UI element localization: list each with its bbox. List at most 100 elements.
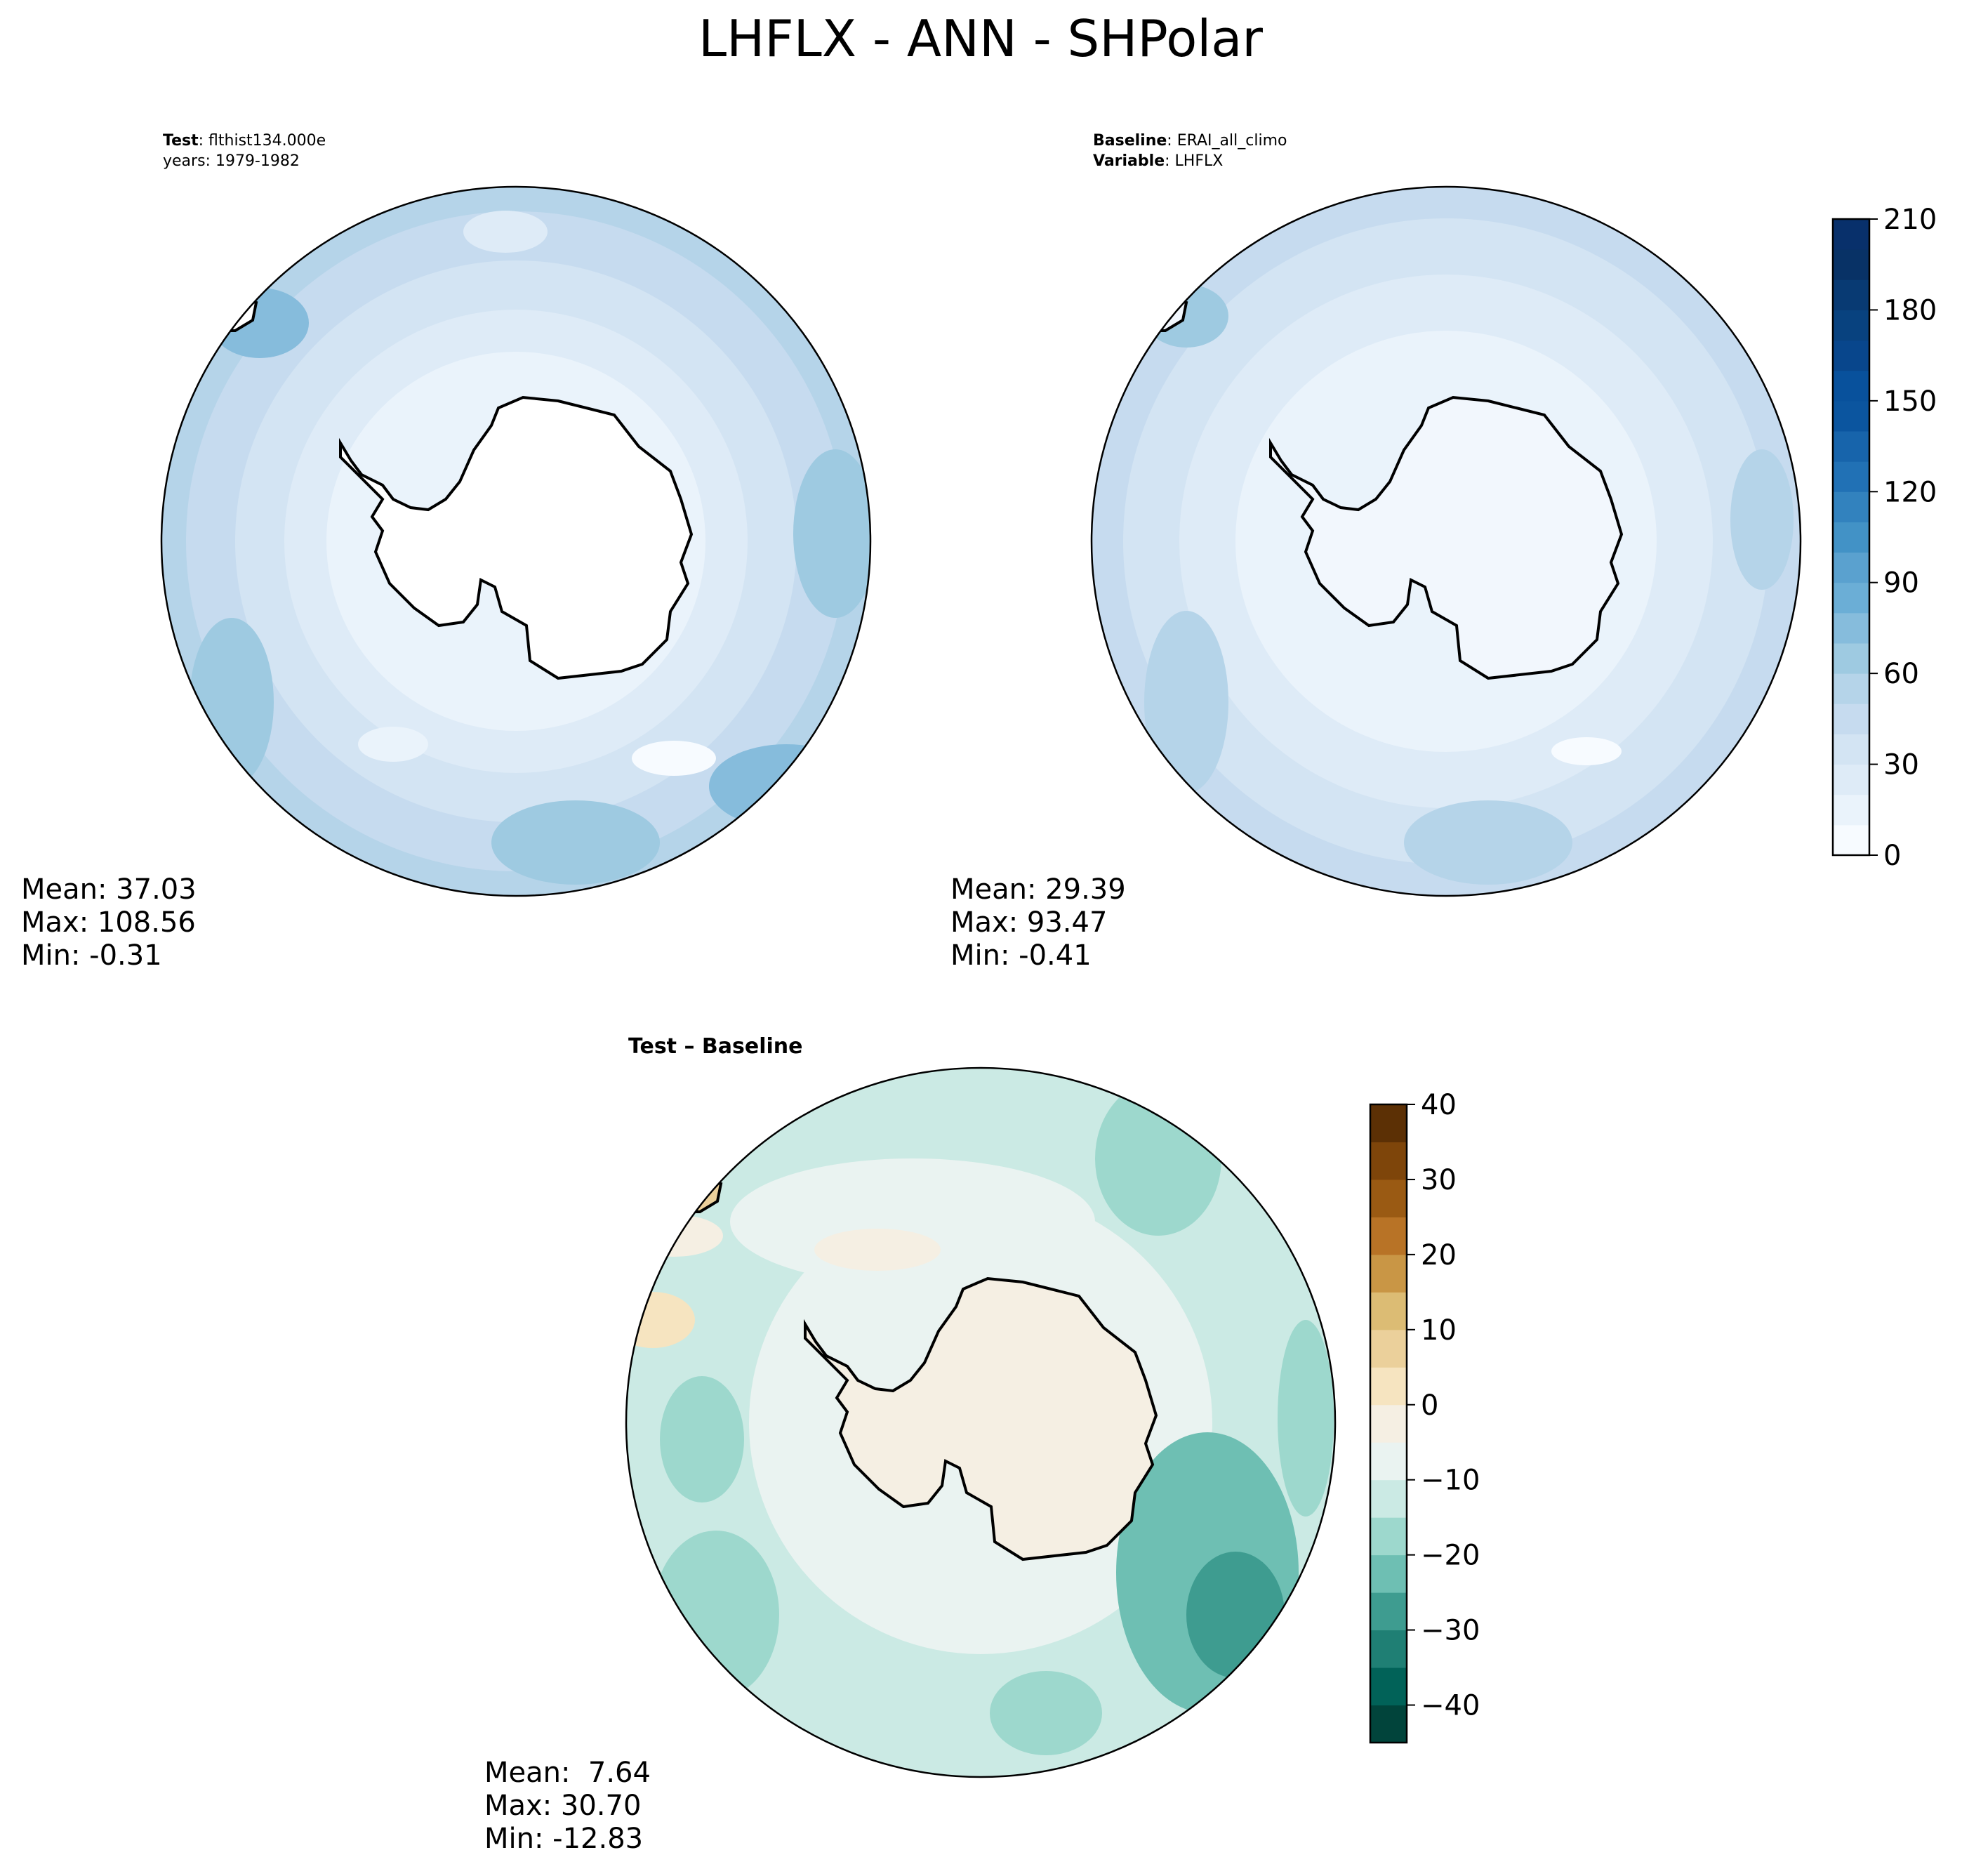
test-map-border — [160, 185, 872, 897]
colorbar-swatch — [1833, 370, 1869, 402]
baseline-min: Min: -0.41 — [950, 939, 1092, 972]
diff-max: Max: 30.70 — [484, 1790, 641, 1822]
colorbar-tick-label: 30 — [1421, 1164, 1457, 1196]
baseline-patch — [1730, 449, 1794, 590]
colorbar-swatch — [1370, 1292, 1407, 1330]
diff-patch — [814, 1229, 941, 1271]
variable-value: LHFLX — [1175, 152, 1224, 170]
colorbar-swatch — [1833, 310, 1869, 341]
diff-patch — [626, 1292, 695, 1348]
colorbar-swatch — [1833, 340, 1869, 371]
diff-map-border — [625, 1066, 1337, 1778]
baseline-map-border — [1090, 185, 1802, 897]
colorbar-swatch — [1370, 1517, 1407, 1556]
figure-title: LHFLX - ANN - SHPolar — [698, 9, 1263, 68]
colorbar-tick-label: 0 — [1883, 840, 1901, 872]
colorbar-swatch — [1370, 1254, 1407, 1293]
colorbar-tick-label: 180 — [1883, 294, 1937, 326]
test-key: Test — [163, 132, 199, 150]
colorbar-swatch — [1833, 522, 1869, 553]
baseline-panel: Baseline: ERAI_all_climo Variable: LHFLX… — [950, 132, 1802, 972]
test-map — [161, 187, 870, 896]
colorbar-swatch — [1833, 734, 1869, 765]
test-patch — [491, 800, 660, 885]
diff-mean: Mean: 7.64 — [484, 1757, 651, 1789]
colorbar-swatch — [1833, 582, 1869, 614]
test-patch — [632, 741, 716, 776]
colorbar-swatch — [1370, 1554, 1407, 1593]
colorbar-swatch — [1833, 431, 1869, 462]
colorbar-swatch — [1370, 1479, 1407, 1518]
test-patch — [793, 449, 870, 618]
colorbar-tick-label: 120 — [1883, 476, 1937, 508]
colorbar-swatch — [1370, 1404, 1407, 1443]
diff-patch — [660, 1376, 744, 1502]
colorbar-swatch — [1370, 1705, 1407, 1743]
test-name-label: Test: flthist134.000e — [163, 132, 326, 150]
colorbar-tick-label: 90 — [1883, 567, 1919, 600]
test-value: flthist134.000e — [208, 132, 326, 150]
test-mean: Mean: 37.03 — [21, 873, 197, 906]
colorbar-swatch — [1370, 1442, 1407, 1481]
baseline-map — [1092, 187, 1801, 896]
colorbar-swatch — [1833, 612, 1869, 644]
colorbar-blues: 210 180 150 120 90 60 30 0 — [1831, 204, 1937, 872]
colorbar-swatch — [1833, 704, 1869, 734]
colorbar-tick-label: −40 — [1421, 1690, 1480, 1722]
colorbar-swatch — [1833, 461, 1869, 492]
baseline-patch — [1144, 611, 1228, 793]
colorbar-diff: 40 30 20 10 0 −10 −20 −30 −40 — [1369, 1089, 1480, 1744]
colorbar-swatch — [1370, 1367, 1407, 1406]
colorbar-tick-label: 210 — [1883, 204, 1937, 236]
colorbar-swatch — [1370, 1104, 1407, 1142]
test-patch — [463, 211, 548, 253]
colorbar-swatch — [1833, 249, 1869, 280]
colorbar-swatch — [1833, 673, 1869, 704]
diff-patch — [1278, 1320, 1334, 1517]
colorbar-tick-label: 150 — [1883, 385, 1937, 418]
colorbar-swatch — [1370, 1667, 1407, 1706]
diff-min: Min: -12.83 — [484, 1823, 643, 1855]
baseline-patch — [1404, 800, 1572, 885]
test-min: Min: -0.31 — [21, 939, 162, 972]
baseline-key: Baseline — [1093, 132, 1167, 150]
diff-patch — [1095, 1081, 1221, 1236]
colorbar-swatch — [1833, 764, 1869, 795]
colorbar-border — [1831, 218, 1871, 857]
test-patch — [211, 288, 309, 358]
colorbar-swatch — [1370, 1630, 1407, 1668]
colorbar-swatch — [1833, 491, 1869, 522]
diff-patch — [1186, 1552, 1285, 1678]
colorbar-swatch — [1370, 1592, 1407, 1631]
colorbar-swatch — [1833, 219, 1869, 250]
test-years-label: years: 1979-1982 — [163, 152, 300, 170]
diff-patch — [990, 1671, 1102, 1755]
colorbar-tick-label: −20 — [1421, 1540, 1480, 1572]
diff-panel: Test – Baseline Mean: 7.64 Max: 30.70 Mi… — [484, 1034, 1337, 1855]
baseline-variable-label: Variable: LHFLX — [1093, 152, 1223, 170]
baseline-mean: Mean: 29.39 — [950, 873, 1126, 906]
colorbar-tick-label: 10 — [1421, 1314, 1457, 1347]
colorbar-swatch — [1833, 552, 1869, 583]
diff-title: Test – Baseline — [628, 1034, 803, 1059]
test-patch — [190, 618, 274, 786]
variable-key: Variable — [1093, 152, 1165, 170]
colorbar-tick-label: −10 — [1421, 1465, 1480, 1497]
colorbar-tick-label: 0 — [1421, 1389, 1438, 1422]
diff-map — [626, 1068, 1335, 1777]
test-max: Max: 108.56 — [21, 906, 196, 939]
baseline-patch — [1551, 737, 1622, 765]
colorbar-swatch — [1370, 1179, 1407, 1217]
colorbar-swatch — [1833, 279, 1869, 310]
diff-patch — [626, 1215, 723, 1257]
baseline-value: ERAI_all_climo — [1177, 132, 1287, 150]
colorbar-tick-label: 60 — [1883, 658, 1919, 690]
colorbar-swatch — [1833, 643, 1869, 674]
colorbar-swatch — [1833, 794, 1869, 826]
test-patch — [358, 727, 428, 762]
test-panel: Test: flthist134.000e years: 1979-1982 — [21, 132, 872, 972]
colorbar-swatch — [1370, 1329, 1407, 1368]
baseline-patch — [1144, 284, 1228, 348]
colorbar-border — [1369, 1103, 1408, 1744]
